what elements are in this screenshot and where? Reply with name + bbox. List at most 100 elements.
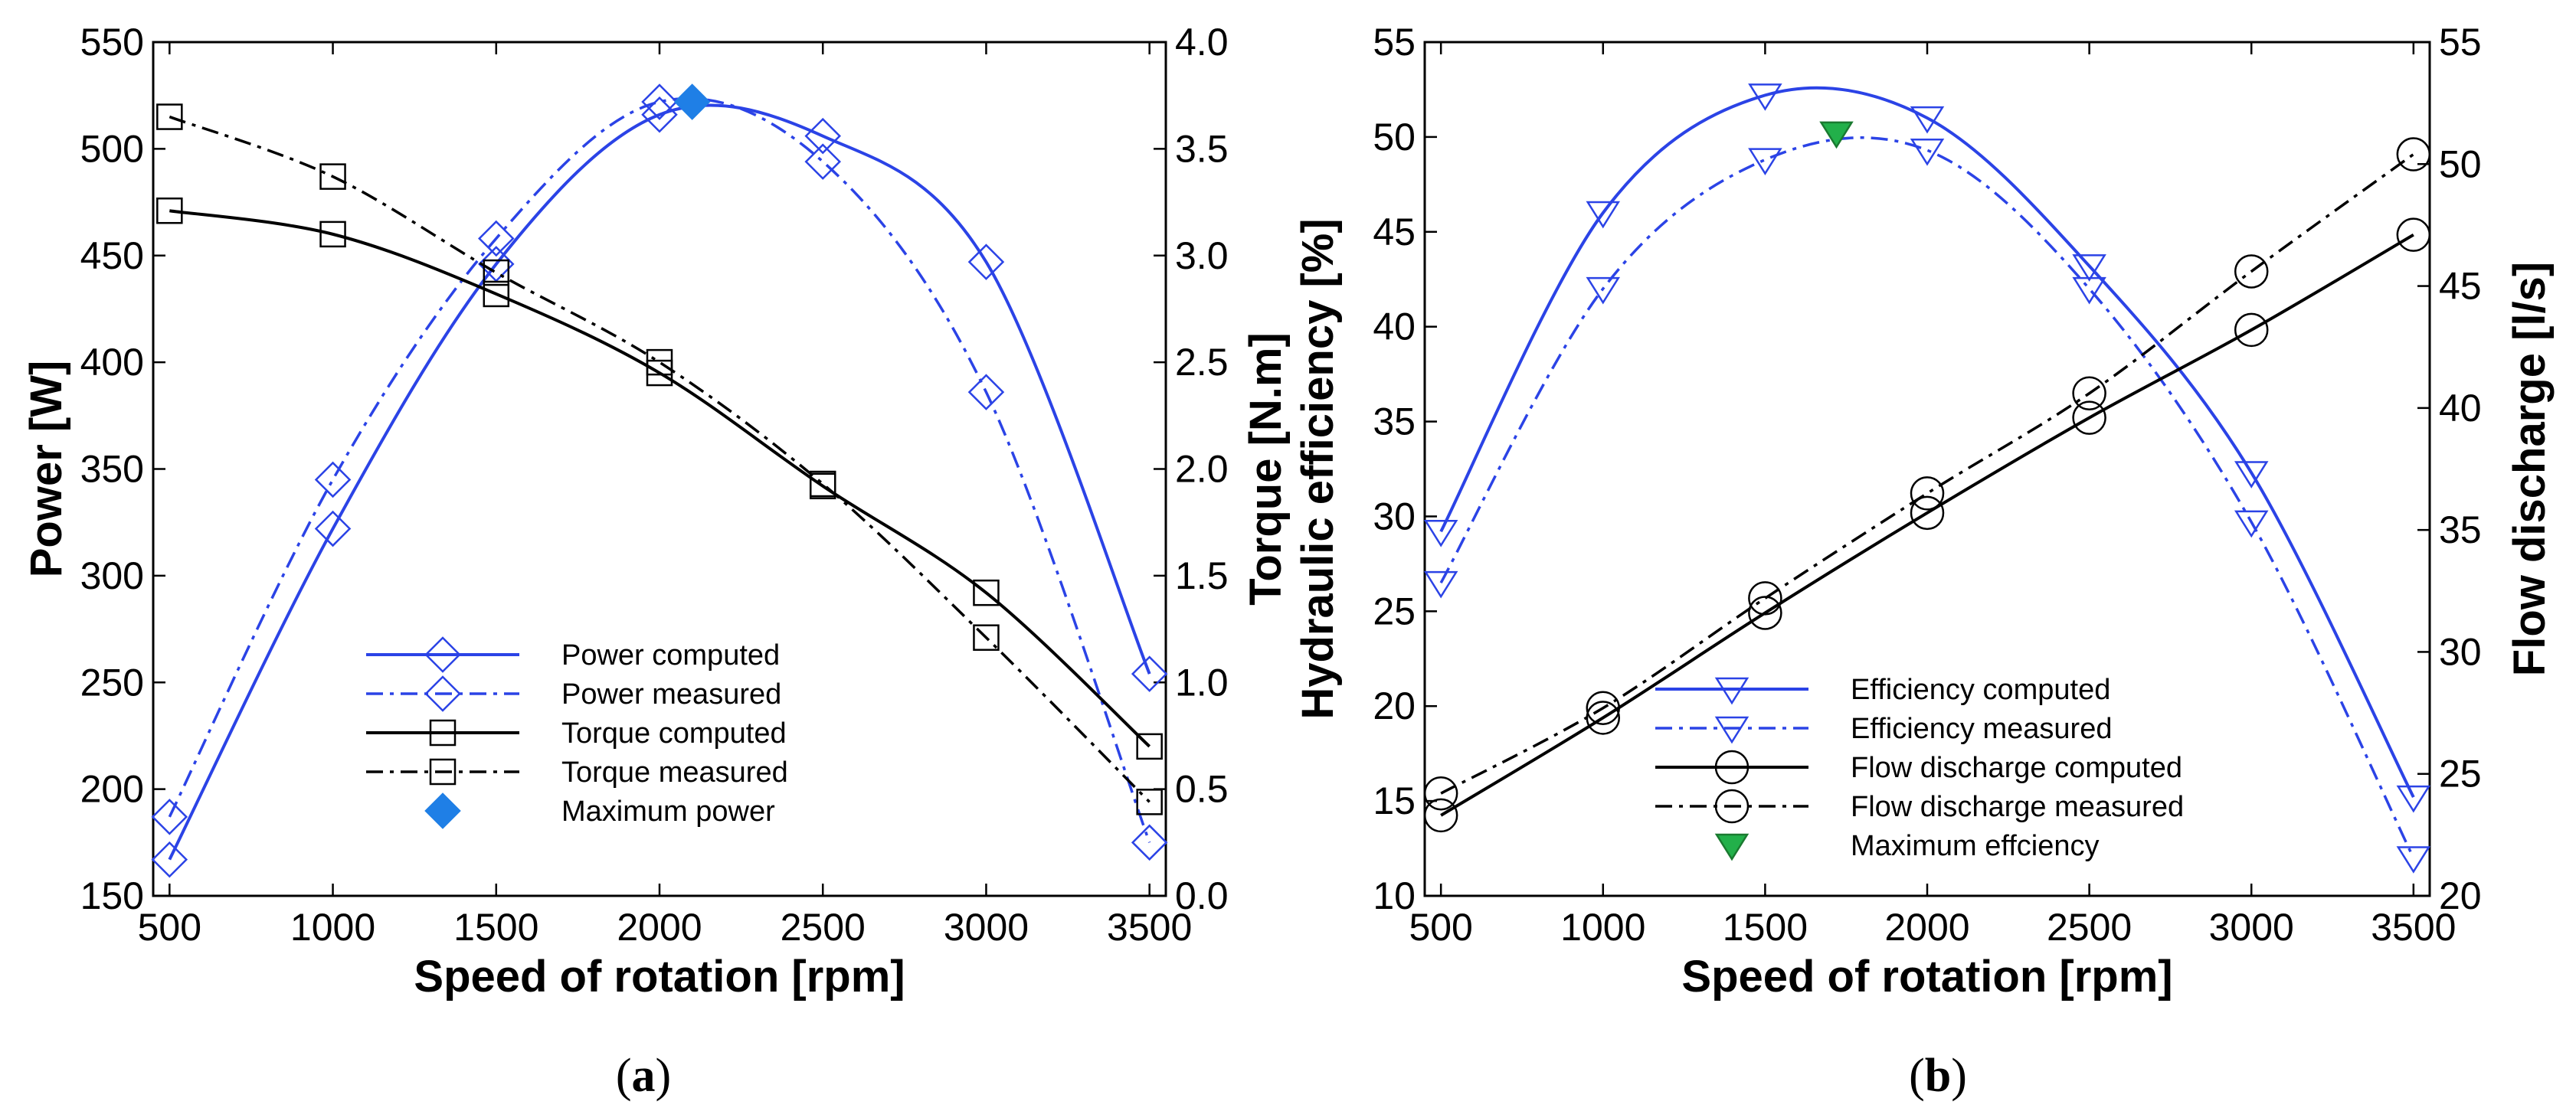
- data-point: [1131, 824, 1168, 861]
- legend-marker: [429, 719, 457, 747]
- y-left-tick-label: 550: [80, 21, 144, 64]
- panel-caption: (b): [1909, 1050, 1967, 1102]
- y-right-tick-label: 3.0: [1175, 234, 1229, 277]
- series-flow-discharge-measured: [1423, 137, 2431, 811]
- data-point: [973, 624, 1000, 651]
- legend-item-maximum-effciency: Maximum effciency: [1714, 830, 2100, 862]
- data-point: [2072, 276, 2106, 305]
- series-line: [169, 209, 1151, 748]
- data-point: [1748, 148, 1782, 175]
- data-point: [967, 374, 1005, 410]
- x-tick-label: 1500: [1723, 906, 1808, 949]
- series-line: [1439, 86, 2415, 799]
- data-point: [1819, 121, 1854, 149]
- y-left-tick-label: 45: [1373, 211, 1416, 253]
- legend-marker: [424, 636, 461, 673]
- y-left-tick-label: 40: [1373, 306, 1416, 348]
- legend: Efficiency computed Efficiency measured Fl…: [1655, 674, 2184, 862]
- data-point: [2234, 254, 2269, 289]
- series-line: [169, 115, 1151, 803]
- data-point: [483, 259, 510, 286]
- legend-marker: [1714, 833, 1750, 861]
- x-tick-label: 1000: [1560, 906, 1645, 949]
- data-point: [314, 510, 352, 547]
- data-point: [2234, 312, 2269, 348]
- data-point: [1910, 138, 1945, 166]
- legend-item-power-measured: Power measured: [366, 675, 781, 712]
- legend-marker: [429, 758, 457, 786]
- x-tick-label: 1000: [290, 906, 375, 949]
- y-right-tick-label: 50: [2439, 142, 2482, 185]
- y-right-tick-label: 0.0: [1175, 874, 1229, 917]
- data-point: [2396, 785, 2431, 813]
- data-point: [1910, 476, 1945, 511]
- series-line: [1440, 153, 2414, 795]
- y-right-tick-label: 1.0: [1175, 661, 1229, 704]
- series-line: [1440, 233, 2414, 817]
- legend-label: Maximum effciency: [1851, 830, 2100, 862]
- chart-panel-b: 500 1000 1500 2000 2500 3000 3500 10 15 20 25 30 35 4…: [1293, 21, 2555, 1102]
- data-point: [1586, 276, 1621, 305]
- legend-marker: [424, 675, 461, 712]
- y-left-tick-label: 150: [80, 874, 144, 917]
- data-point: [1423, 520, 1458, 547]
- data-point: [151, 841, 188, 878]
- y-left-tick-label: 200: [80, 768, 144, 811]
- x-axis-title: Speed of rotation [rpm]: [1681, 952, 2172, 1002]
- y-left-axis-title: Power [W]: [21, 361, 71, 578]
- data-point: [1748, 581, 1782, 616]
- data-point: [483, 280, 510, 308]
- legend-label: Torque computed: [561, 717, 787, 750]
- data-point: [2072, 400, 2106, 435]
- legend-label: Maximum power: [561, 796, 775, 828]
- legend-item-efficiency-measured: Efficiency measured: [1655, 713, 2112, 745]
- legend-label: Efficiency measured: [1851, 713, 2112, 745]
- series-torque-measured: [156, 103, 1163, 815]
- data-point: [1423, 798, 1458, 833]
- y-left-tick-label: 20: [1373, 685, 1416, 727]
- data-point: [809, 470, 836, 498]
- data-point: [2072, 254, 2106, 282]
- data-point: [151, 799, 188, 835]
- y-right-axis-title: Flow discharge [l/s]: [2505, 262, 2555, 676]
- legend-item-flow-discharge-measured: Flow discharge measured: [1655, 789, 2184, 824]
- legend-label: Torque measured: [561, 756, 788, 789]
- legend-marker: [1714, 789, 1750, 824]
- legend-item-efficiency-computed: Efficiency computed: [1655, 674, 2110, 706]
- data-point: [2396, 846, 2431, 874]
- legend: Power computed Power measured Torque compu…: [366, 636, 788, 829]
- legend-label: Power computed: [561, 639, 780, 672]
- y-right-tick-label: 35: [2439, 508, 2482, 551]
- y-right-tick-label: 20: [2439, 874, 2482, 917]
- y-left-tick-label: 35: [1373, 400, 1416, 443]
- y-right-tick-label: 40: [2439, 387, 2482, 430]
- data-point: [2234, 510, 2269, 538]
- y-left-axis-title: Hydraulic efficiency [%]: [1293, 218, 1343, 719]
- y-left-tick-label: 15: [1373, 779, 1416, 822]
- legend-marker: [1714, 716, 1750, 744]
- data-point: [1910, 495, 1945, 531]
- x-tick-label: 3000: [944, 906, 1029, 949]
- legend-item-maximum-power: Maximum power: [424, 792, 775, 829]
- x-tick-label: 2000: [1884, 906, 1969, 949]
- data-point: [1748, 83, 1782, 111]
- series-line: [1439, 136, 2415, 859]
- legend-marker: [1714, 677, 1750, 705]
- legend-item-torque-computed: Torque computed: [366, 717, 787, 750]
- data-point: [1910, 106, 1945, 134]
- y-right-axis-title: Torque [N.m]: [1241, 332, 1291, 606]
- series-power-computed: [151, 96, 1168, 878]
- data-point: [1136, 733, 1163, 760]
- data-point: [2234, 461, 2269, 489]
- y-left-tick-label: 50: [1373, 116, 1416, 158]
- legend-label: Flow discharge computed: [1851, 752, 2182, 784]
- x-tick-label: 500: [1409, 906, 1472, 949]
- series-line: [168, 96, 1151, 843]
- series-maximum-power: [673, 83, 711, 120]
- y-left-tick-label: 10: [1373, 874, 1416, 917]
- data-point: [2396, 217, 2431, 252]
- data-point: [641, 96, 678, 133]
- x-tick-label: 2500: [2047, 906, 2132, 949]
- x-tick-label: 2500: [781, 906, 866, 949]
